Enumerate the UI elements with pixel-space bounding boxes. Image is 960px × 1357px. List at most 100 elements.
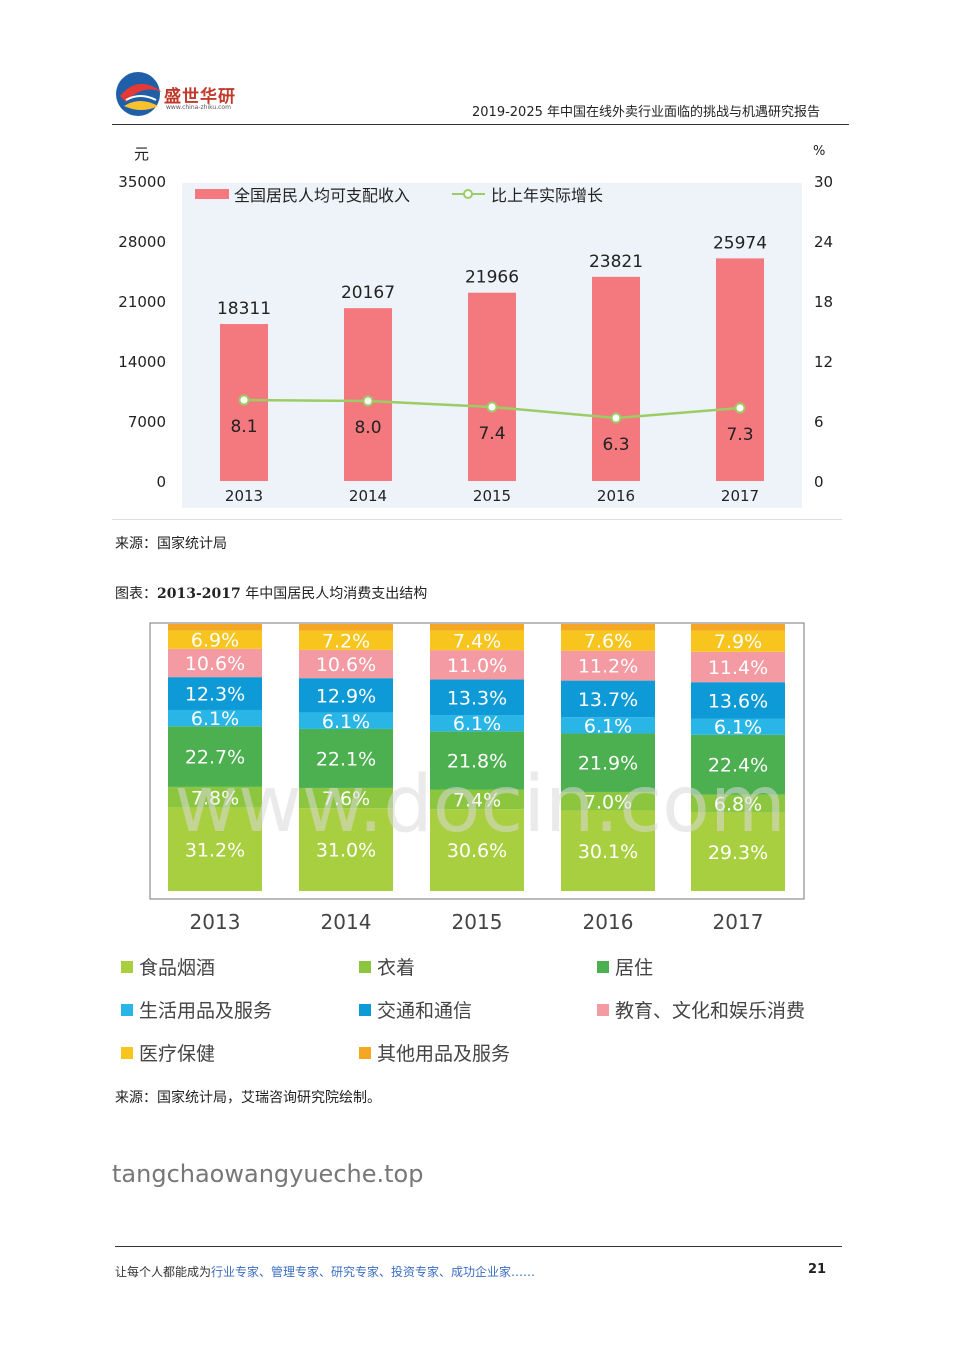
consumption-segment <box>691 630 785 652</box>
right-axis-tick: 0 <box>814 473 824 491</box>
legend-swatch-healthcare <box>121 1046 133 1059</box>
income-value-label: 23821 <box>589 252 643 272</box>
income-value-label: 18311 <box>217 299 271 319</box>
consumption-segment <box>691 651 785 683</box>
consumption-value-label: 22.1% <box>316 748 376 770</box>
legend-swatch-food <box>121 960 133 973</box>
legend-label-household: 生活用品及服务 <box>139 1000 273 1022</box>
income-bar <box>592 276 640 481</box>
growth-value-label: 8.1 <box>230 417 257 437</box>
right-axis-tick: 6 <box>814 413 824 431</box>
source-note-1: 来源：国家统计局 <box>115 536 227 552</box>
growth-point <box>238 394 250 406</box>
legend-swatch-household <box>121 1003 133 1016</box>
logo-emblem-icon <box>116 72 162 116</box>
consumption-segment <box>299 624 393 631</box>
consumption-value-label: 6.1% <box>714 717 762 739</box>
consumption-value-label: 7.6% <box>322 788 370 810</box>
consumption-value-label: 11.4% <box>708 657 768 679</box>
legend-label-food: 食品烟酒 <box>139 957 216 979</box>
legend-label-housing: 居住 <box>615 957 654 979</box>
consumption-segment <box>299 678 393 713</box>
income-bar <box>716 258 764 481</box>
legend-item-transport: 交通和通信 <box>359 996 472 1023</box>
consumption-segment <box>168 624 262 631</box>
year-tick: 2013 <box>225 487 263 505</box>
consumption-segment <box>430 715 524 732</box>
year-tick: 2014 <box>349 487 387 505</box>
consumption-segment <box>430 650 524 680</box>
income-value-label: 20167 <box>341 283 395 303</box>
growth-point <box>362 395 374 407</box>
consumption-value-label: 7.4% <box>453 789 501 811</box>
left-axis-tick: 21000 <box>118 293 166 311</box>
legend-swatch-other <box>359 1046 371 1059</box>
consumption-segment <box>430 731 524 790</box>
consumption-value-label: 29.3% <box>708 842 768 864</box>
consumption-value-label: 21.8% <box>447 750 507 772</box>
year-tick: 2017 <box>721 487 759 505</box>
growth-point <box>610 412 622 424</box>
right-unit-label: % <box>813 144 825 159</box>
consumption-value-label: 22.7% <box>185 747 245 769</box>
right-axis-tick: 12 <box>814 353 833 371</box>
legend-item-housing: 居住 <box>597 953 653 980</box>
year-tick: 2014 <box>321 910 372 934</box>
consumption-segment <box>561 624 655 631</box>
legend-swatch-education <box>597 1003 609 1016</box>
right-axis-tick: 30 <box>814 173 833 191</box>
consumption-value-label: 6.9% <box>191 630 239 652</box>
growth-value-label: 8.0 <box>354 418 381 438</box>
year-tick: 2013 <box>190 910 241 934</box>
footer-lead: 让每个人都能成为 <box>115 1265 212 1279</box>
income-bar <box>468 292 516 481</box>
legend-item-other: 其他用品及服务 <box>359 1039 510 1066</box>
consumption-value-label: 13.7% <box>578 689 638 711</box>
right-axis-tick: 18 <box>814 293 833 311</box>
consumption-value-label: 30.6% <box>447 840 507 862</box>
legend-bar-swatch <box>195 189 229 199</box>
consumption-chart: 31.2%7.8%22.7%6.1%12.3%10.6%6.9%31.0%7.6… <box>149 622 805 934</box>
report-title: 2019-2025 年中国在线外卖行业面临的挑战与机遇研究报告 <box>472 105 820 120</box>
consumption-segment <box>561 791 655 811</box>
consumption-value-label: 21.9% <box>578 753 638 775</box>
consumption-segment <box>430 789 524 810</box>
consumption-segment <box>168 726 262 787</box>
consumption-segment <box>299 808 393 891</box>
legend-item-clothing: 衣着 <box>359 953 415 980</box>
year-tick: 2016 <box>597 487 635 505</box>
left-axis-tick: 0 <box>156 473 166 491</box>
legend-label-clothing: 衣着 <box>377 957 416 979</box>
consumption-value-label: 6.1% <box>453 713 501 735</box>
consumption-segment <box>691 812 785 891</box>
consumption-segment <box>561 733 655 792</box>
consumption-segment <box>299 787 393 809</box>
year-tick: 2017 <box>713 910 764 934</box>
consumption-segment <box>561 650 655 681</box>
consumption-value-label: 31.0% <box>316 840 376 862</box>
consumption-value-label: 10.6% <box>316 654 376 676</box>
consumption-value-label: 12.3% <box>185 684 245 706</box>
year-tick: 2015 <box>452 910 503 934</box>
legend-item-food: 食品烟酒 <box>121 953 215 980</box>
consumption-segment <box>299 630 393 650</box>
year-tick: 2015 <box>473 487 511 505</box>
consumption-value-label: 6.1% <box>191 708 239 730</box>
legend-swatch-housing <box>597 960 609 973</box>
left-unit-label: 元 <box>134 145 149 163</box>
consumption-value-label: 7.4% <box>453 630 501 652</box>
consumption-value-label: 10.6% <box>185 653 245 675</box>
consumption-value-label: 11.2% <box>578 656 638 678</box>
consumption-segment <box>168 648 262 678</box>
consumption-value-label: 31.2% <box>185 839 245 861</box>
consumption-value-label: 6.8% <box>714 794 762 816</box>
consumption-value-label: 7.0% <box>584 791 632 813</box>
left-axis-tick: 28000 <box>118 233 166 251</box>
consumption-value-label: 7.6% <box>584 631 632 653</box>
figure-title-prefix: 图表： <box>115 586 157 602</box>
left-axis-tick: 7000 <box>128 413 166 431</box>
growth-point <box>486 401 498 413</box>
figure-title-years: 2013-2017 <box>157 586 241 602</box>
consumption-segment <box>691 794 785 813</box>
consumption-segment <box>168 807 262 891</box>
